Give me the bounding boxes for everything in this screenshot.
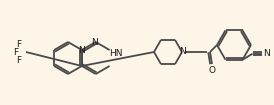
Text: F: F — [13, 47, 18, 56]
Text: N: N — [179, 47, 185, 56]
Text: F: F — [16, 39, 21, 49]
Text: N: N — [263, 49, 270, 58]
Text: F: F — [16, 56, 21, 64]
Text: O: O — [209, 66, 215, 75]
Text: HN: HN — [109, 49, 123, 58]
Text: N: N — [91, 37, 98, 47]
Text: N: N — [78, 45, 85, 54]
